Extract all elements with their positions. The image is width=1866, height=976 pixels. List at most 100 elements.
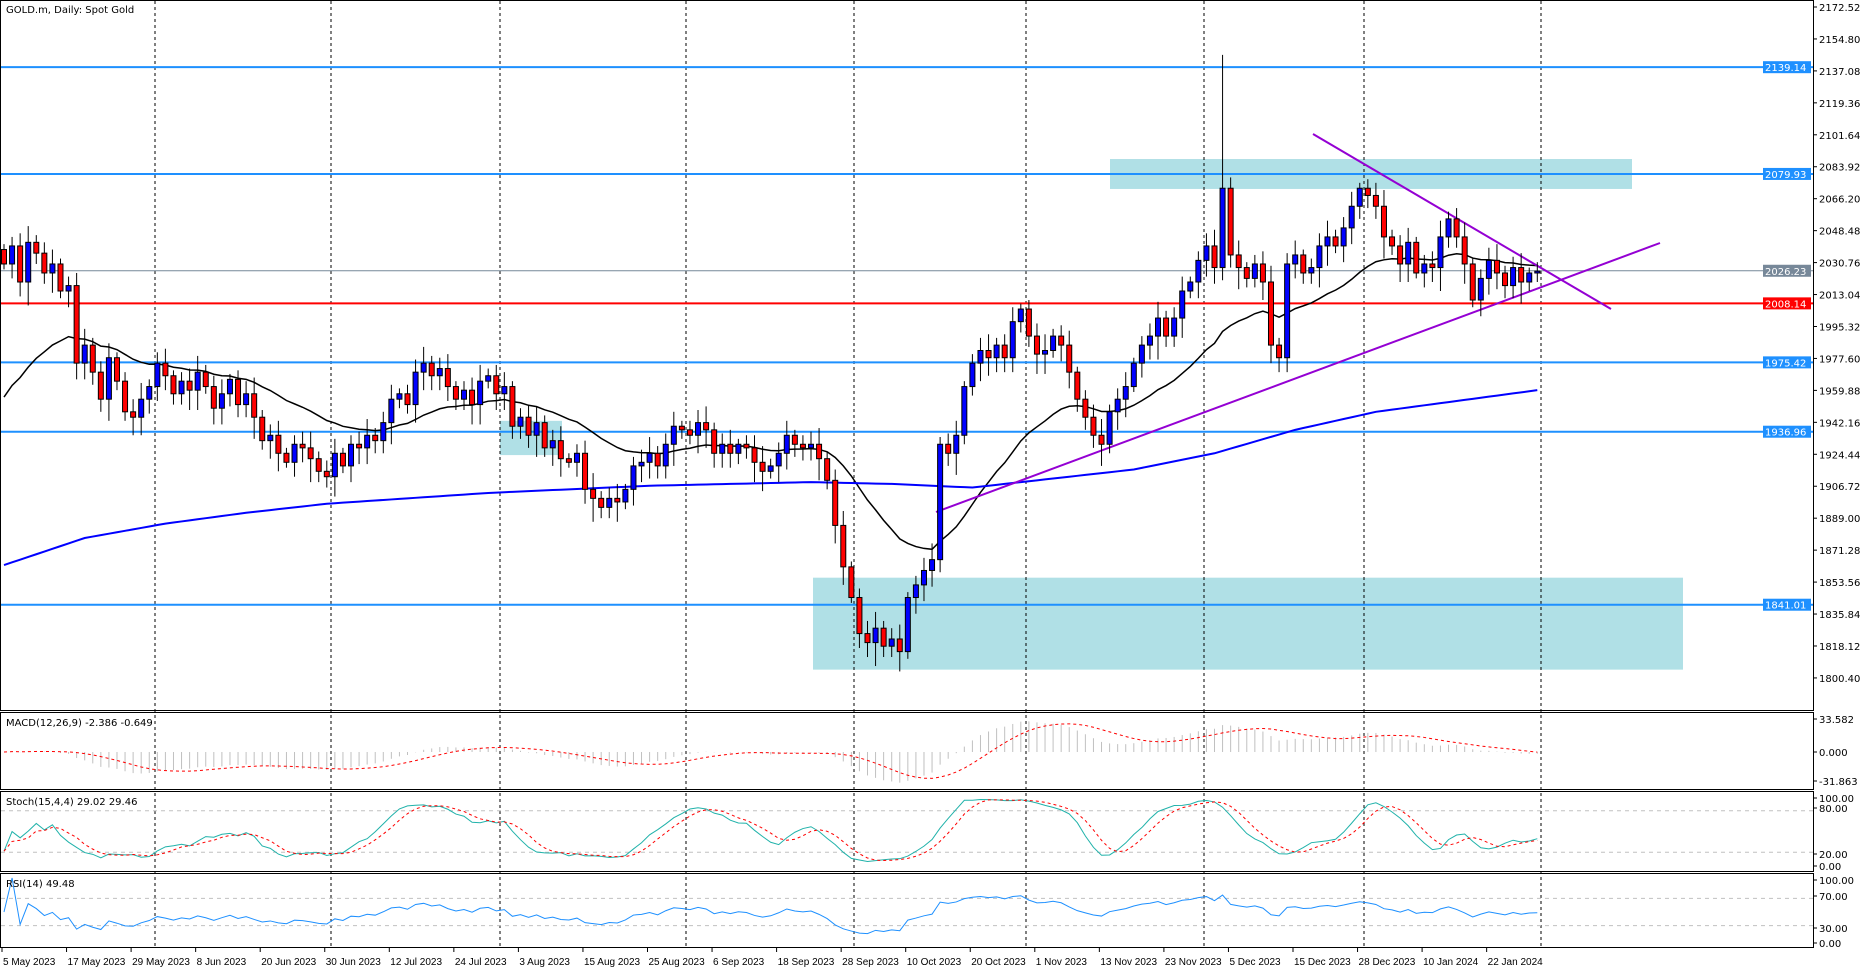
candle: [1405, 241, 1412, 265]
candle: [1461, 236, 1468, 265]
candle: [1485, 259, 1492, 279]
candle: [331, 452, 338, 478]
price-tick-label: 2048.48: [1819, 227, 1860, 238]
date-axis[interactable]: 5 May 2023 17 May 2023 29 May 2023 8 Jun 20…: [1, 947, 1543, 968]
candle: [1171, 317, 1178, 337]
candle: [695, 422, 702, 436]
candle: [1356, 187, 1363, 207]
candle: [1130, 362, 1137, 388]
date-tick-label: 3 Aug 2023: [519, 957, 570, 968]
rsi-tick-label: 70.00: [1819, 892, 1848, 903]
candle: [210, 386, 217, 409]
candle: [856, 597, 863, 635]
candle: [460, 389, 467, 400]
stoch-label: Stoch(15,4,4) 29.02 29.46: [6, 797, 137, 808]
candle: [380, 422, 387, 442]
candle: [49, 263, 56, 274]
date-tick-label: 28 Sep 2023: [842, 957, 899, 968]
trendline-lower[interactable]: [935, 242, 1661, 513]
price-badge: [1763, 167, 1811, 180]
date-tick-label: 13 Nov 2023: [1100, 957, 1157, 968]
candle: [444, 368, 451, 388]
candle: [678, 425, 685, 431]
candle: [339, 452, 346, 467]
date-tick-label: 25 Aug 2023: [649, 957, 706, 968]
panel-frame-3: [0, 873, 1814, 948]
candle: [872, 627, 879, 644]
candle: [267, 434, 274, 442]
candle: [1050, 335, 1057, 352]
candle: [937, 443, 944, 561]
candle: [122, 380, 129, 413]
candle: [622, 488, 629, 503]
price-tick-label: 2083.92: [1819, 163, 1860, 174]
date-tick-label: 18 Sep 2023: [778, 957, 835, 968]
candle: [1493, 259, 1500, 274]
price-tick-label: 1995.32: [1819, 322, 1860, 333]
price-tick-label: 1942.16: [1819, 418, 1860, 429]
macd-tick-label: 33.582: [1819, 715, 1854, 726]
price-tick-label: 2101.64: [1819, 131, 1860, 142]
date-tick-label: 8 Jun 2023: [197, 957, 247, 968]
candle: [1001, 344, 1008, 359]
candle: [735, 443, 742, 454]
price-tick-label: 1835.84: [1819, 610, 1860, 621]
price-tick-label: 1818.12: [1819, 642, 1860, 653]
candle: [25, 241, 32, 283]
candle: [848, 566, 855, 599]
level-badges: 2139.14 2079.93 2026.23 2008.14 1975.42 1936.…: [1763, 61, 1811, 612]
candle: [1042, 350, 1049, 355]
candle: [1098, 434, 1105, 445]
candle: [1276, 344, 1283, 359]
stoch-tick-label: 20.00: [1819, 850, 1848, 861]
stoch-signal-line: [3, 799, 1538, 861]
candle: [388, 398, 395, 424]
candle: [226, 378, 233, 395]
candles: [1, 54, 1541, 672]
candle: [291, 443, 298, 463]
trendlines[interactable]: [935, 133, 1661, 513]
candle: [565, 458, 572, 463]
price-axis[interactable]: 2172.52 2154.80 2137.08 2119.36 2101.64 2083.…: [1813, 3, 1860, 950]
candle: [1300, 254, 1307, 274]
date-tick-label: 24 Jul 2023: [455, 957, 507, 968]
candle: [1017, 308, 1024, 323]
ma-slow-line: [3, 389, 1538, 567]
price-tick-label: 2172.52: [1819, 3, 1860, 14]
candle: [808, 443, 814, 449]
price-tick-label: 2119.36: [1819, 99, 1860, 110]
candle: [630, 465, 637, 490]
macd-signal-line: [3, 723, 1538, 779]
candle: [549, 440, 556, 449]
vertical-grid: [154, 1, 1542, 947]
candle: [799, 443, 806, 449]
date-tick-label: 29 May 2023: [132, 957, 190, 968]
candle: [840, 524, 847, 568]
candle: [1364, 187, 1371, 196]
candle: [372, 434, 379, 442]
price-badge-text: 2079.93: [1765, 170, 1806, 181]
candle: [1235, 254, 1242, 269]
candle: [1, 249, 7, 265]
price-tick-label: 2137.08: [1819, 67, 1860, 78]
candle: [670, 425, 677, 445]
horizontal-levels[interactable]: [1, 66, 1813, 606]
candle: [130, 411, 137, 418]
candle: [81, 344, 88, 364]
candle: [299, 443, 306, 449]
candle: [1477, 277, 1484, 301]
candle: [533, 422, 540, 436]
candle: [1469, 263, 1476, 301]
date-tick-label: 22 Jan 2024: [1488, 957, 1543, 968]
candle: [1243, 267, 1250, 279]
candle: [251, 393, 258, 418]
candle: [1429, 263, 1436, 269]
date-tick-label: 5 May 2023: [3, 957, 56, 968]
candle: [606, 497, 613, 508]
candle: [243, 393, 250, 406]
date-tick-label: 15 Dec 2023: [1294, 957, 1351, 968]
candle: [186, 380, 193, 391]
candle: [985, 350, 992, 359]
candle: [686, 429, 693, 436]
